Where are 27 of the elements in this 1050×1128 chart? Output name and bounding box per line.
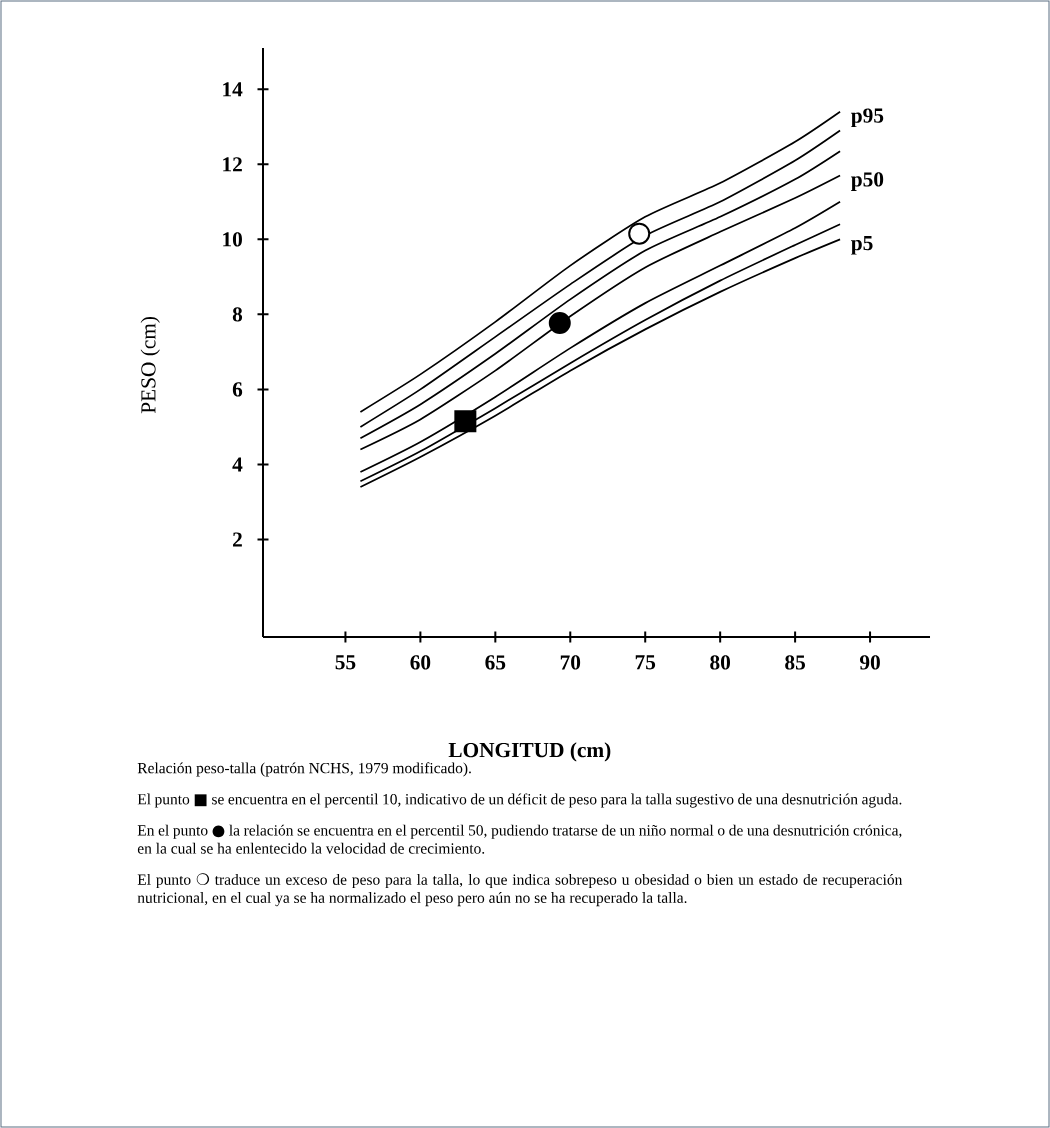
point bbox=[628, 222, 651, 245]
series-label: p50 bbox=[851, 172, 884, 191]
y-tick-label: 2 bbox=[233, 532, 242, 547]
x-tick-label: 75 bbox=[635, 655, 656, 670]
x-tick-label: 80 bbox=[710, 655, 731, 670]
point bbox=[548, 312, 571, 334]
text: En el punto ● la relación se encuentra en el percentil 50, pudiendo tratarse de un niño normal o de una desnutrición crónica, en la cual se ha enlentecido la velocidad de crecimiento. bbox=[137, 824, 902, 854]
y-tick-label: 10 bbox=[223, 232, 242, 247]
y-tick-label: 6 bbox=[232, 382, 243, 397]
point bbox=[454, 410, 477, 433]
y-tick-label: 4 bbox=[232, 457, 243, 472]
series-label: p5 bbox=[851, 236, 873, 255]
x-tick-label: 90 bbox=[859, 655, 880, 670]
y-tick-label: 14 bbox=[223, 82, 243, 97]
y-axis-title: PESO (cm) bbox=[140, 316, 160, 414]
x-tick-label: 65 bbox=[485, 655, 506, 670]
text: El punto ■ se encuentra en el percentil 10, indicativo de un déficit de peso para la talla sugestivo de una desnutrición aguda. bbox=[137, 793, 902, 808]
series-label: p95 bbox=[851, 108, 884, 128]
x-tick-label: 70 bbox=[560, 655, 581, 670]
x-tick-label: 85 bbox=[785, 655, 805, 670]
x-axis-title: LONGITUD (cm) bbox=[448, 742, 611, 762]
x-tick-label: 60 bbox=[410, 655, 431, 670]
x-tick-label: 55 bbox=[335, 655, 356, 670]
text: Relación peso-talla (patrón NCHS, 1979 modificado). bbox=[137, 762, 471, 777]
text: El punto ❍ traduce un exceso de peso para la talla, lo que indica sobrepeso u obesidad o bien un estado de recuperación nutricional, en el cual ya se ha normalizado el peso pero aún no se ha recuperado la talla. bbox=[137, 873, 903, 907]
y-tick-label: 8 bbox=[232, 307, 243, 322]
y-tick-label: 12 bbox=[223, 157, 242, 172]
